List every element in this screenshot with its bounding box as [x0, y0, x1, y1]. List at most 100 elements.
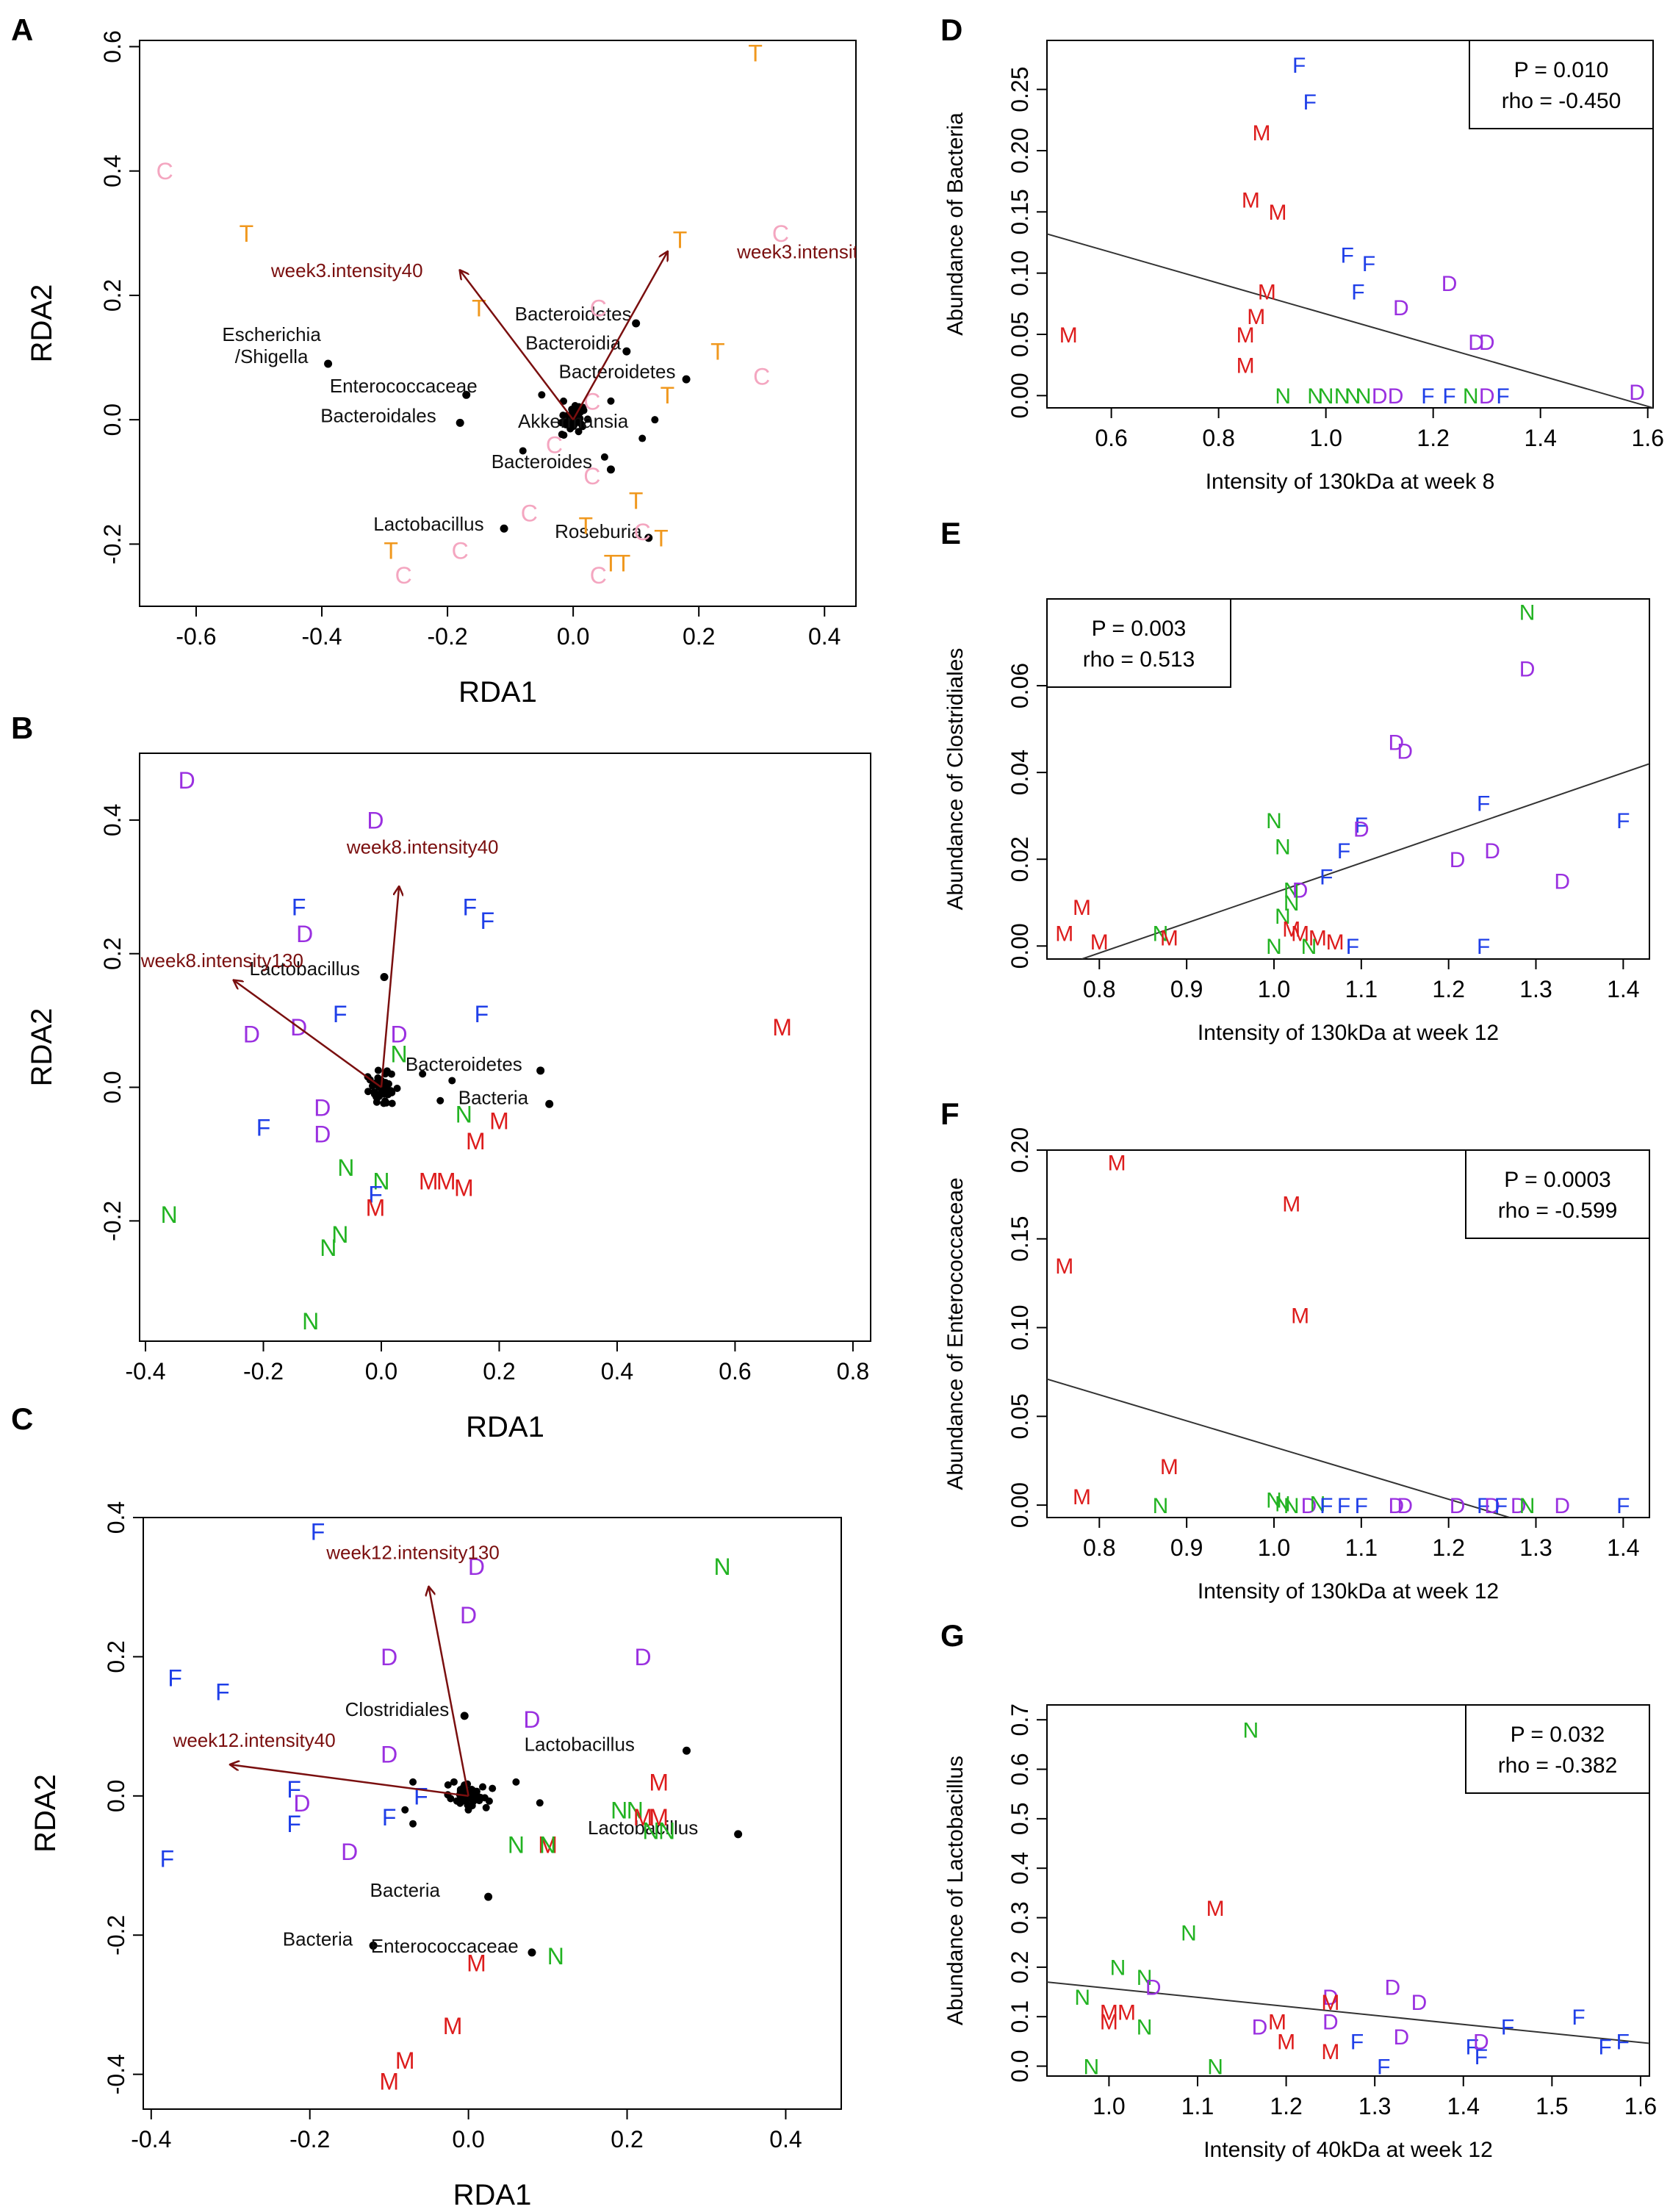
taxon-label-line: Lactobacillus — [588, 1817, 698, 1839]
sample-point-d: D — [460, 1602, 477, 1629]
sample-point-f: F — [1355, 814, 1368, 838]
taxon-point — [682, 1746, 691, 1755]
sample-point-t: T — [629, 488, 644, 514]
regression-line — [1081, 763, 1649, 959]
stats-rho: rho = -0.599 — [1498, 1199, 1618, 1223]
taxon-point — [380, 973, 389, 982]
sample-point-m: M — [454, 1174, 474, 1201]
taxon-label: Lactobacillus — [373, 513, 483, 535]
sample-point-n: N — [161, 1202, 178, 1228]
sample-point-d: D — [1473, 2030, 1489, 2055]
x-tick-label: 0.0 — [557, 623, 589, 650]
sample-point-f: F — [1421, 384, 1434, 409]
taxon-label-line: Bacteria — [283, 1928, 353, 1950]
taxon-label: Roseburia — [555, 520, 642, 542]
sample-point-n: N — [1181, 1922, 1197, 1946]
sample-point-n: N — [1275, 905, 1291, 929]
panel-f: F 0.8 0.9 1.0 1.1 1.2 1.3 1.4 0.00 0.05 0.10 0.15 0.… — [940, 1096, 1650, 1604]
x-tick-label: 0.2 — [483, 1358, 515, 1385]
taxon-label-line: Bacteroidetes — [515, 303, 632, 325]
sample-point-m: M — [1247, 305, 1265, 329]
species-point — [481, 1794, 489, 1802]
sample-point-n: N — [372, 1168, 389, 1194]
species-point — [557, 419, 565, 427]
sample-point-m: M — [1282, 1192, 1300, 1216]
x-tick-label: 0.6 — [1095, 425, 1127, 451]
y-tick-label: 0.20 — [1007, 1127, 1033, 1173]
panel-a: A -0.6 -0.4 -0.2 0.0 0.2 0.4 -0.2 0.0 0.2 0.4 0.6 RD… — [11, 12, 899, 708]
sample-point-f: F — [1616, 2030, 1630, 2055]
sample-point-t: T — [240, 220, 254, 247]
sample-point-t: T — [578, 513, 593, 539]
sample-point-d: D — [1292, 878, 1309, 902]
x-tick-label: 0.8 — [1083, 1534, 1115, 1561]
sample-point-m: M — [1321, 2040, 1339, 2064]
sample-point-m: M — [1258, 280, 1276, 304]
sample-point-d: D — [381, 1644, 397, 1670]
sample-point-n: N — [1307, 384, 1323, 409]
species-point — [512, 1778, 520, 1786]
sample-point-d: D — [1389, 731, 1405, 755]
sample-point-f: F — [256, 1115, 271, 1141]
sample-point-t: T — [654, 525, 669, 551]
taxon-point — [569, 422, 577, 431]
sample-point-n: N — [391, 1041, 408, 1068]
taxon-point — [734, 1830, 743, 1839]
panel-letter: G — [940, 1618, 965, 1653]
y-tick-label: 0.2 — [1007, 1951, 1033, 1983]
taxon-label-line: Lactobacillus — [373, 513, 483, 535]
species-point — [558, 431, 566, 439]
y-tick-label: 0.2 — [99, 937, 126, 969]
sample-point-f: F — [311, 1518, 325, 1545]
sample-point-n: N — [320, 1235, 336, 1261]
y-axis-label: Abundance of Lactobacillus — [943, 1756, 968, 2025]
species-point — [436, 1096, 445, 1105]
panel-letter: A — [11, 12, 33, 47]
x-tick-label: 0.2 — [611, 2126, 643, 2152]
sample-point-d: D — [296, 921, 313, 947]
sample-point-d: D — [1393, 296, 1409, 320]
biplot-arrow-label: week12.intensity130 — [325, 1541, 500, 1563]
sample-point-m: M — [1237, 323, 1255, 348]
biplot-arrow — [231, 1764, 469, 1798]
sample-point-m: M — [1055, 1254, 1073, 1279]
x-axis-label: RDA1 — [466, 1411, 544, 1443]
sample-point-m: M — [436, 1168, 456, 1194]
sample-point-f: F — [292, 894, 306, 921]
sample-point-n: N — [1137, 1966, 1153, 1990]
sample-point-f: F — [215, 1678, 230, 1705]
taxon-label-line: Enterococcaceae — [330, 375, 478, 397]
sample-point-n: N — [1334, 384, 1350, 409]
biplot-arrow-label: week3.intensity130 — [736, 241, 899, 263]
species-point — [368, 1082, 376, 1090]
taxon-label: Bacteria — [283, 1928, 353, 1950]
sample-point-n: N — [1301, 935, 1317, 959]
taxon-point — [606, 465, 615, 474]
sample-point-n: N — [611, 1797, 627, 1823]
taxon-label: Lactobacillus — [588, 1817, 698, 1839]
sample-point-f: F — [1341, 243, 1354, 267]
x-tick-label: 1.6 — [1631, 425, 1663, 451]
sample-point-t: T — [661, 382, 675, 409]
sample-point-f: F — [382, 1804, 397, 1831]
sample-point-d: D — [1511, 1494, 1527, 1518]
sample-point-f: F — [333, 1001, 348, 1027]
sample-point-f: F — [1496, 384, 1509, 409]
sample-point-m: M — [1309, 926, 1327, 950]
y-tick-label: 0.15 — [1007, 189, 1033, 234]
panel-letter: B — [11, 711, 33, 745]
x-tick-label: 1.5 — [1536, 2093, 1568, 2119]
sample-point-f: F — [1337, 839, 1350, 863]
y-tick-label: 0.00 — [1007, 923, 1033, 969]
species-point — [469, 1798, 478, 1806]
y-tick-label: -0.4 — [103, 2054, 129, 2094]
sample-point-n: N — [1275, 835, 1291, 859]
sample-point-c: C — [634, 519, 651, 545]
sample-point-d: D — [1479, 331, 1495, 355]
y-axis-label: RDA2 — [26, 284, 58, 363]
sample-point-m: M — [1108, 1152, 1126, 1176]
species-point — [560, 397, 568, 405]
x-tick-label: 1.2 — [1417, 425, 1449, 451]
sample-point-m: M — [1326, 930, 1345, 955]
